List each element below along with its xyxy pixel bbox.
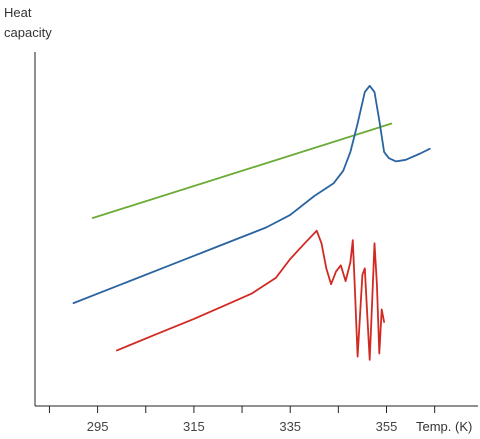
green-series-line xyxy=(91,122,393,219)
x-tick-label: 315 xyxy=(183,419,205,434)
y-axis-label-line1: Heat xyxy=(4,5,32,20)
y-axis-label-line2: capacity xyxy=(4,25,52,40)
x-axis-tick-labels: 295 315 335 355 xyxy=(87,419,398,434)
y-axis-label: Heat capacity xyxy=(4,5,52,40)
x-tick-label: 335 xyxy=(279,419,301,434)
blue-series-line xyxy=(72,84,431,305)
red-series-line xyxy=(116,229,386,361)
x-tick-label: 295 xyxy=(87,419,109,434)
series-lines xyxy=(72,84,431,361)
x-tick-label: 355 xyxy=(376,419,398,434)
x-axis-ticks xyxy=(48,406,436,413)
x-axis-label: Temp. (K) xyxy=(416,419,472,434)
